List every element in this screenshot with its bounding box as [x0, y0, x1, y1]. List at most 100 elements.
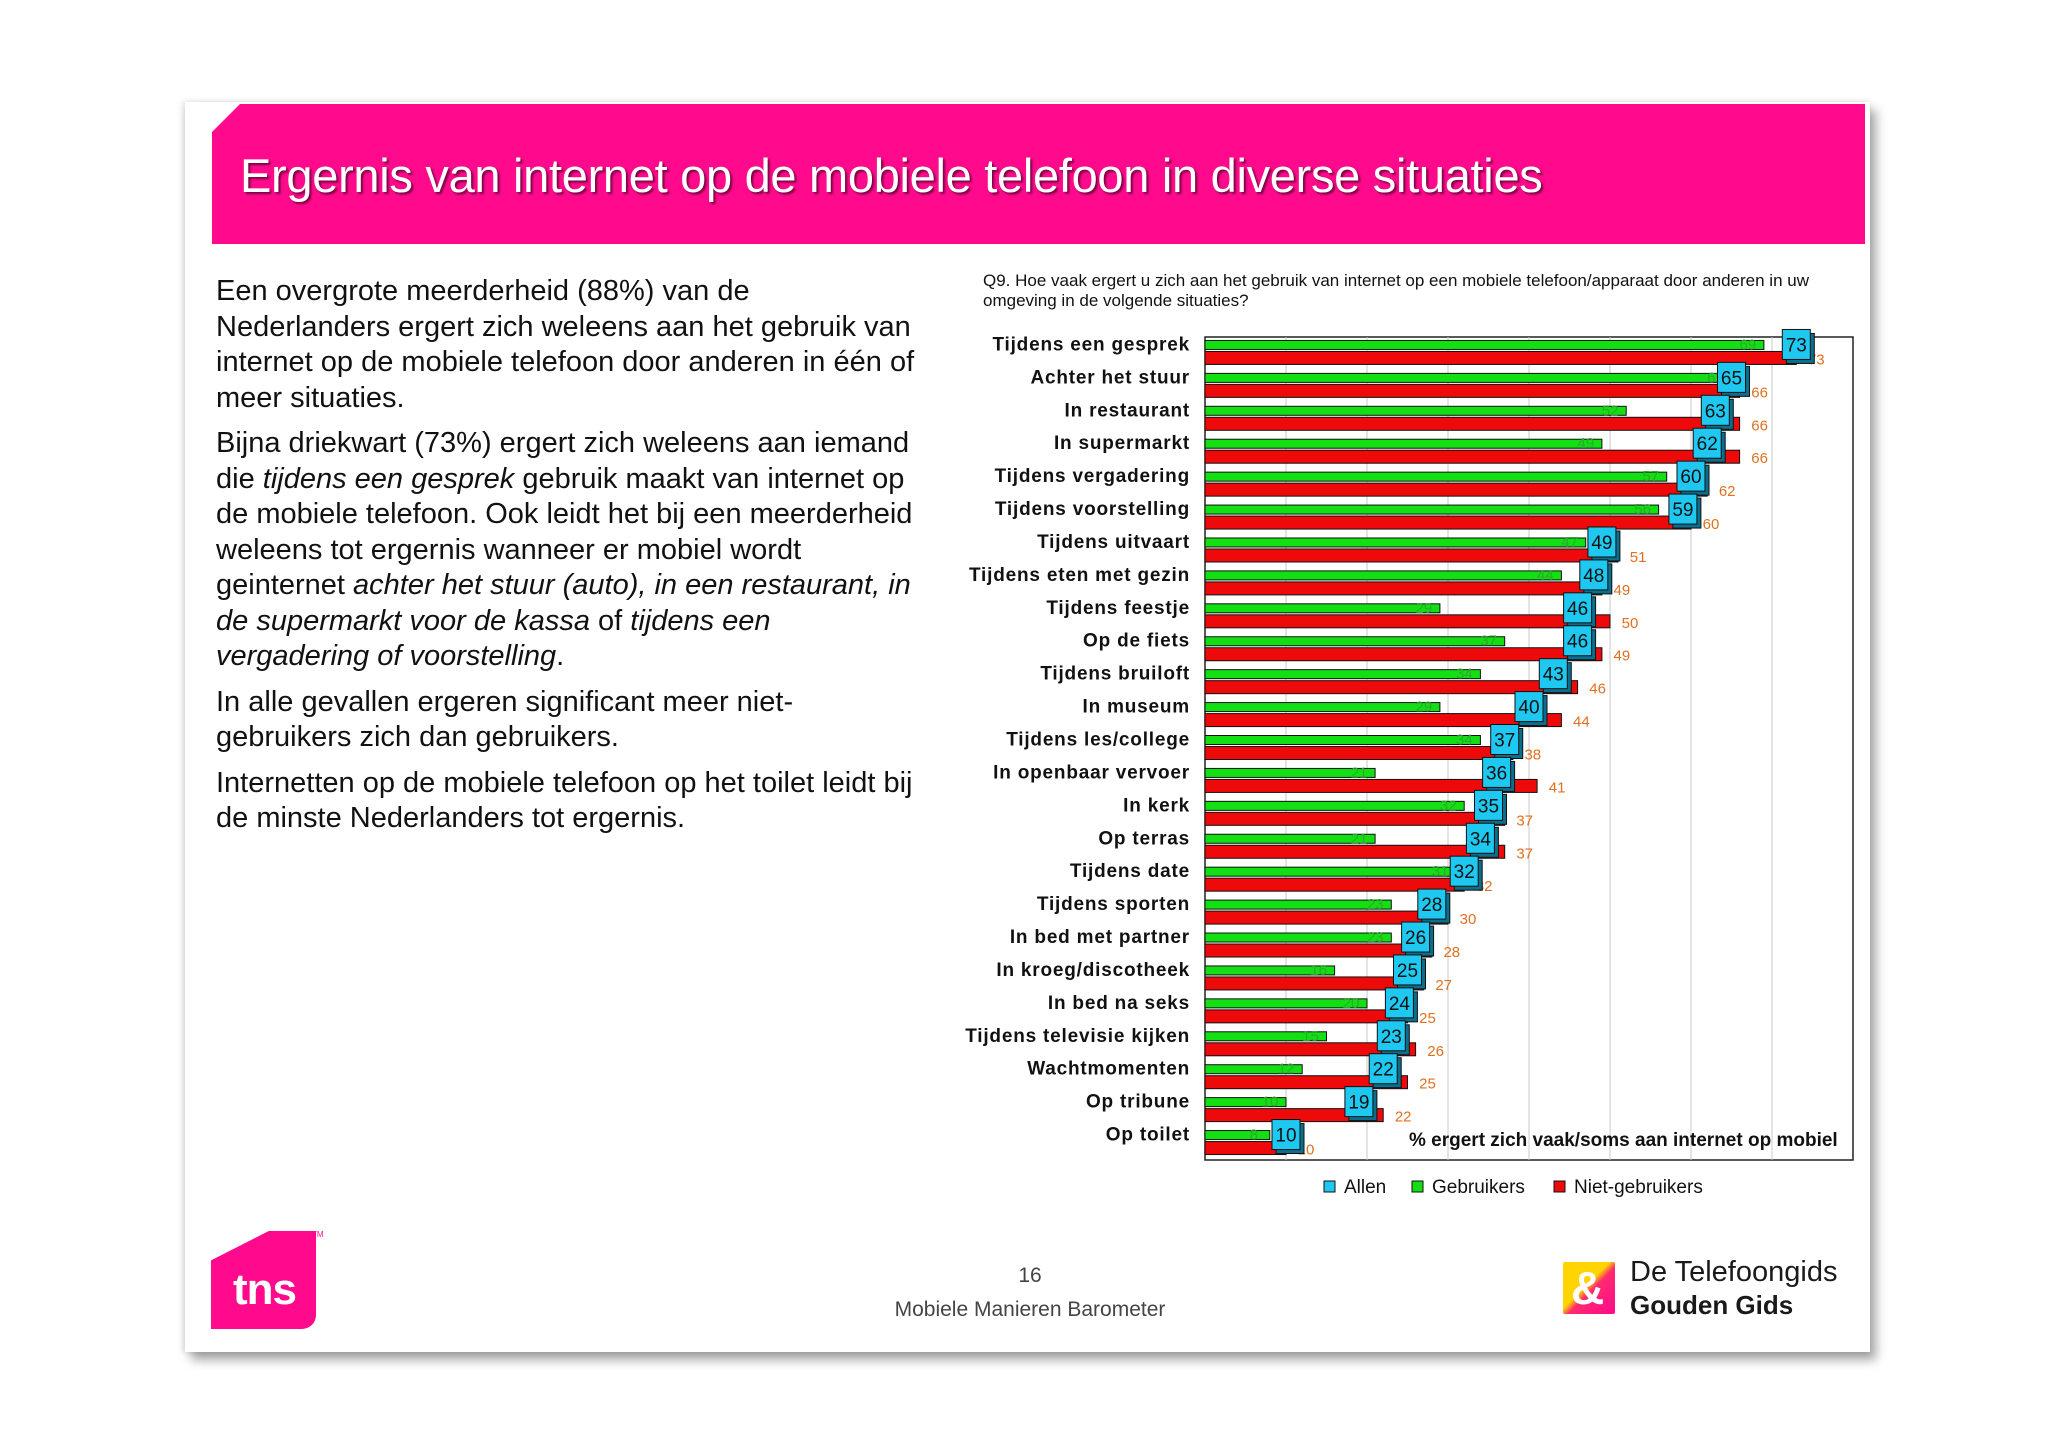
telefoongids-logo-icon: &: [1563, 1262, 1615, 1314]
data-label-gebruikers: 57: [1642, 468, 1659, 485]
allen-marker: [1700, 394, 1730, 426]
allen-marker: [1490, 724, 1520, 755]
category-label: Op de fiets: [1083, 631, 1190, 652]
bar-gebruikers: [1204, 1064, 1303, 1075]
data-label-niet-gebruikers: 49: [1614, 648, 1631, 665]
data-label-niet-gebruikers: 22: [1395, 1109, 1412, 1126]
allen-marker: [1384, 987, 1414, 1019]
bar-gebruikers: [1204, 932, 1392, 943]
data-label-niet-gebruikers: 60: [1703, 516, 1720, 533]
legend-label: Allen: [1344, 1177, 1386, 1198]
allen-marker: [1271, 1119, 1301, 1151]
bar-niet-gebruikers: [1204, 383, 1741, 398]
allen-marker: [1401, 921, 1431, 953]
category-label: In bed met partner: [1010, 927, 1190, 948]
bar-gebruikers: [1204, 702, 1441, 713]
data-label-niet-gebruikers: 50: [1622, 615, 1639, 632]
bar-gebruikers: [1204, 471, 1668, 482]
data-label-gebruikers: 47: [1561, 534, 1578, 551]
bar-niet-gebruikers: [1204, 449, 1741, 464]
data-label-gebruikers: 34: [1456, 666, 1473, 683]
data-label-allen: 32: [1454, 862, 1475, 883]
data-label-niet-gebruikers: 25: [1419, 1010, 1436, 1027]
data-label-allen: 43: [1543, 665, 1564, 686]
paragraph-4: Internetten op de mobiele telefoon op he…: [216, 766, 913, 835]
bar-gebruikers: [1204, 767, 1376, 778]
allen-marker: [1393, 954, 1422, 986]
slide-title: Ergernis van internet op de mobiele tele…: [240, 149, 1543, 202]
data-label-niet-gebruikers: 66: [1751, 417, 1768, 434]
chart-question: Q9. Hoe vaak ergert u zich aan het gebru…: [983, 271, 1809, 310]
data-label-gebruikers: 32: [1440, 797, 1457, 814]
data-label-allen: 49: [1591, 533, 1612, 554]
bar-gebruikers: [1204, 998, 1368, 1009]
category-label: Tijdens uitvaart: [1037, 532, 1190, 553]
data-label-gebruikers: 34: [1456, 732, 1473, 749]
data-label-allen: 25: [1397, 961, 1418, 982]
data-label-allen: 28: [1421, 895, 1442, 916]
bar-niet-gebruikers: [1204, 548, 1619, 563]
data-label-allen: 36: [1486, 763, 1507, 784]
paragraph-1: Een overgrote meerderheid (88%) van de N…: [216, 275, 915, 414]
category-label: In museum: [1083, 697, 1191, 718]
category-label: Tijdens date: [1070, 861, 1190, 882]
data-label-allen: 23: [1381, 1027, 1402, 1048]
data-label-niet-gebruikers: 38: [1524, 747, 1541, 764]
bar-niet-gebruikers: [1204, 515, 1692, 530]
allen-marker: [1717, 361, 1746, 393]
data-label-niet-gebruikers: 66: [1751, 384, 1768, 401]
data-label-allen: 60: [1680, 467, 1701, 488]
legend-swatch: [1411, 1180, 1424, 1193]
category-label: Tijdens een gesprek: [992, 334, 1190, 355]
bar-niet-gebruikers: [1204, 778, 1538, 793]
bar-gebruikers: [1204, 735, 1481, 745]
data-label-allen: 46: [1567, 632, 1588, 653]
bar-gebruikers: [1204, 866, 1457, 877]
allen-marker: [1781, 328, 1811, 360]
data-label-niet-gebruikers: 25: [1419, 1076, 1436, 1093]
category-label: In restaurant: [1065, 400, 1191, 421]
category-label: Tijdens bruiloft: [1040, 664, 1190, 685]
legend-swatch: [1323, 1180, 1336, 1193]
bar-niet-gebruikers: [1204, 647, 1603, 662]
category-label: In kroeg/discotheek: [996, 960, 1190, 981]
bar-gebruikers: [1204, 570, 1562, 581]
data-label-gebruikers: 15: [1302, 1028, 1319, 1045]
chart-annotation: % ergert zich vaak/soms aan internet op …: [1409, 1130, 1838, 1151]
bar-gebruikers: [1204, 405, 1627, 416]
data-label-niet-gebruikers: 37: [1516, 845, 1533, 862]
bar-niet-gebruikers: [1204, 614, 1611, 629]
data-label-niet-gebruikers: 44: [1573, 714, 1590, 731]
bar-gebruikers: [1204, 1097, 1287, 1108]
bar-niet-gebruikers: [1204, 1042, 1417, 1057]
allen-marker: [1482, 756, 1512, 788]
legend-label: Niet-gebruikers: [1574, 1177, 1703, 1198]
legend-label: Gebruikers: [1432, 1177, 1525, 1198]
data-label-gebruikers: 23: [1367, 896, 1384, 913]
allen-marker: [1676, 460, 1706, 492]
data-label-gebruikers: 23: [1367, 929, 1384, 946]
data-label-allen: 37: [1494, 731, 1515, 752]
data-label-allen: 65: [1721, 368, 1742, 389]
allen-marker: [1538, 658, 1568, 690]
data-label-gebruikers: 8: [1250, 1127, 1258, 1144]
data-label-allen: 34: [1470, 829, 1492, 850]
legend-swatch: [1553, 1180, 1566, 1193]
category-label: In openbaar vervoer: [993, 762, 1190, 783]
category-label: Tijdens sporten: [1037, 894, 1190, 915]
category-label: Tijdens vergadering: [995, 466, 1190, 487]
data-label-gebruikers: 31: [1432, 863, 1449, 880]
allen-marker: [1465, 822, 1495, 854]
telefoongids-logo-line2: Gouden Gids: [1630, 1290, 1794, 1320]
category-label: In kerk: [1123, 795, 1190, 816]
data-label-gebruikers: 20: [1343, 995, 1360, 1012]
data-label-niet-gebruikers: 28: [1443, 944, 1460, 961]
data-label-allen: 26: [1405, 928, 1426, 949]
allen-marker: [1563, 592, 1593, 624]
data-label-allen: 73: [1786, 335, 1807, 356]
data-label-allen: 22: [1373, 1060, 1394, 1081]
allen-marker: [1579, 559, 1609, 591]
data-label-niet-gebruikers: 66: [1751, 450, 1768, 467]
data-label-allen: 46: [1567, 599, 1588, 620]
paragraph-2: Bijna driekwart (73%) ergert zich weleen…: [216, 427, 913, 672]
